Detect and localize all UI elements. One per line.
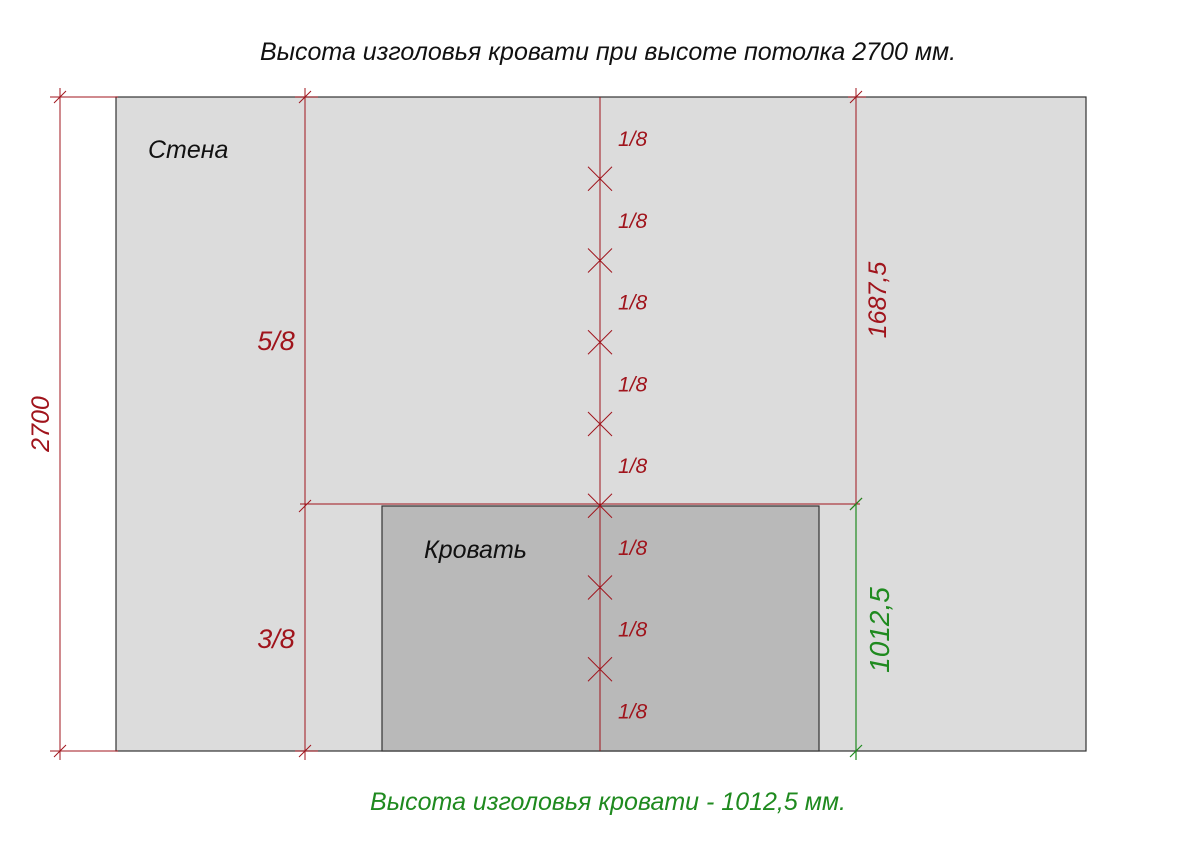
division-marker xyxy=(587,166,613,192)
upper-height-label: 1687,5 xyxy=(864,262,892,339)
division-marker xyxy=(587,575,613,600)
division-marker xyxy=(587,329,613,355)
upper-fraction-label: 5/8 xyxy=(257,326,295,356)
diagram-title: Высота изголовья кровати при высоте пото… xyxy=(260,38,956,66)
diagram-footer: Высота изголовья кровати - 1012,5 мм. xyxy=(370,788,846,816)
division-marker xyxy=(587,493,613,519)
segment-fraction-label: 1/8 xyxy=(618,292,648,315)
segment-fraction-label: 1/8 xyxy=(618,373,648,396)
lower-fraction-label: 3/8 xyxy=(257,624,295,654)
headboard-height-dimension xyxy=(849,497,863,760)
total-height-label: 2700 xyxy=(27,396,55,453)
division-marker xyxy=(587,656,613,682)
segment-markers: 1/8 1/8 1/8 1/8 1/8 1/8 1/8 1/8 xyxy=(587,128,648,723)
dimension-lines xyxy=(50,88,866,760)
division-marker xyxy=(587,248,613,273)
headboard-height-label: 1012,5 xyxy=(864,587,895,673)
wall-label: Стена xyxy=(148,136,229,164)
segment-fraction-label: 1/8 xyxy=(618,210,648,233)
segment-fraction-label: 1/8 xyxy=(618,128,648,151)
segment-fraction-label: 1/8 xyxy=(618,455,648,478)
segment-fraction-label: 1/8 xyxy=(618,537,648,560)
segment-fraction-label: 1/8 xyxy=(618,700,648,723)
segment-fraction-label: 1/8 xyxy=(618,619,648,642)
bed-label: Кровать xyxy=(424,536,527,564)
division-marker xyxy=(587,411,613,437)
